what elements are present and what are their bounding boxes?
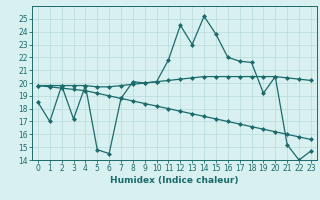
X-axis label: Humidex (Indice chaleur): Humidex (Indice chaleur) bbox=[110, 176, 239, 185]
